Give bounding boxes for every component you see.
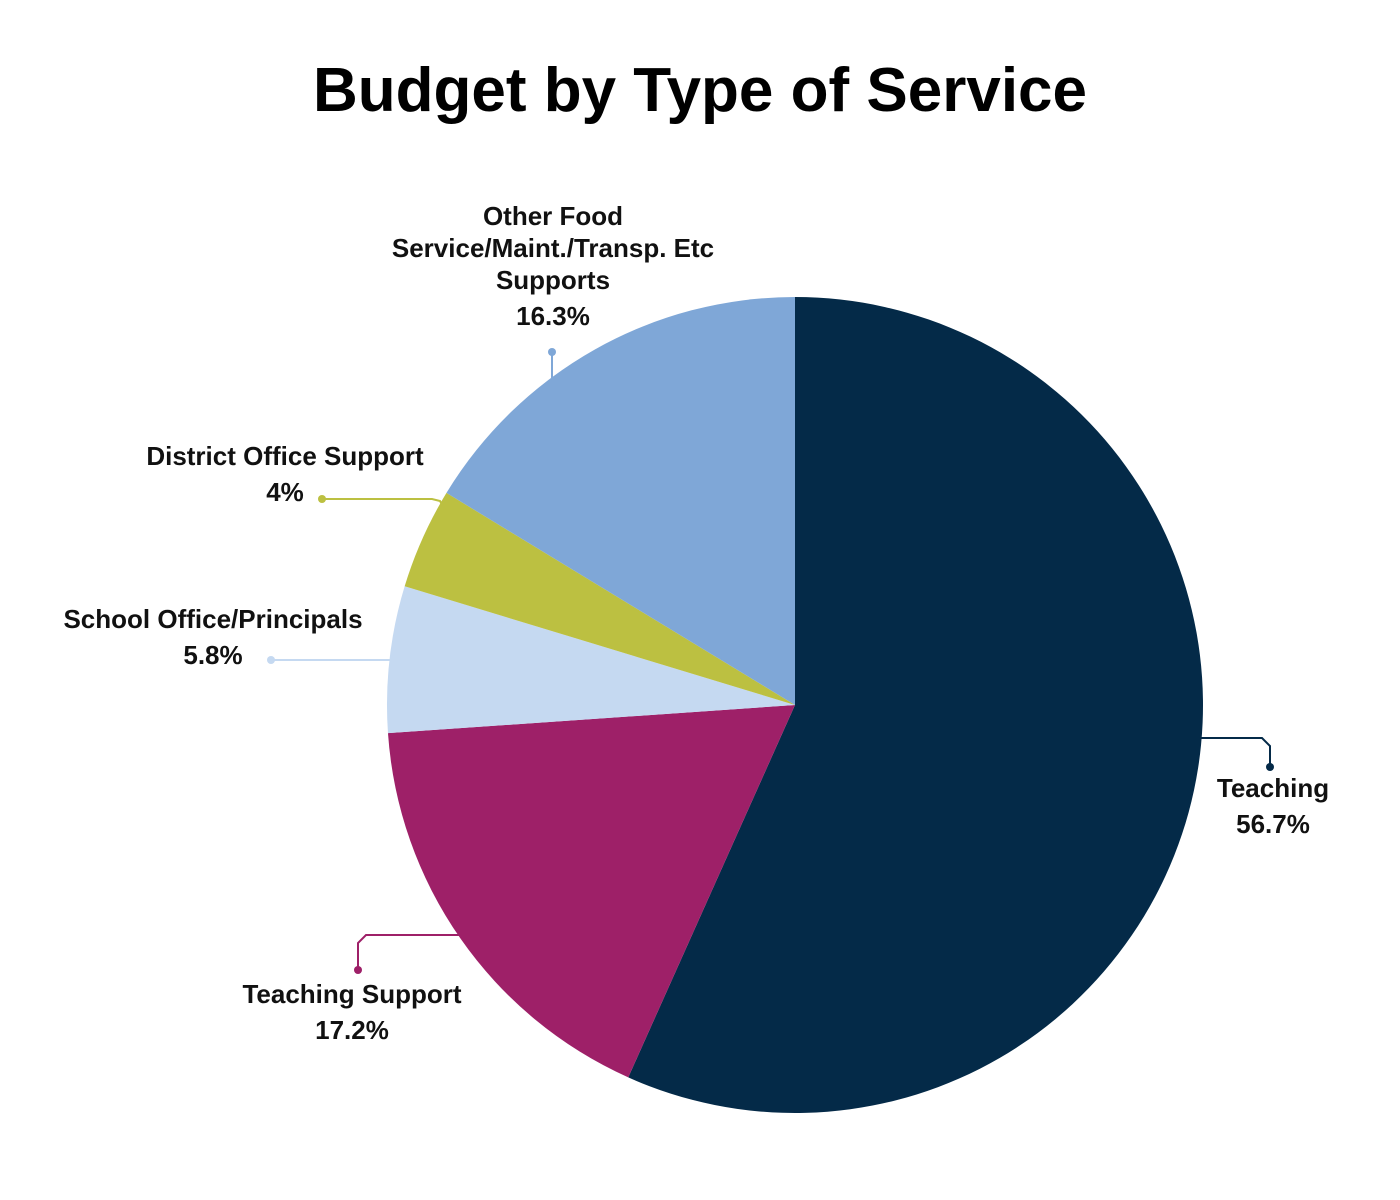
pie-slice bbox=[628, 297, 1203, 1113]
slice-label: Teaching 56.7% bbox=[1103, 772, 1400, 840]
slice-label: Teaching Support 17.2% bbox=[182, 978, 522, 1046]
chart-title: Budget by Type of Service bbox=[312, 56, 1088, 125]
value-label: 16.3% bbox=[516, 301, 590, 331]
category-label: District Office Support bbox=[146, 441, 424, 471]
leader-dot bbox=[354, 966, 362, 974]
category-label: Teaching bbox=[1216, 773, 1330, 803]
category-label: Teaching Support bbox=[242, 979, 462, 1009]
pie-slice bbox=[404, 492, 795, 705]
pie-slice bbox=[387, 586, 795, 734]
leader-dot bbox=[267, 656, 275, 664]
value-label: 56.7% bbox=[1236, 809, 1310, 839]
slice-label: Other Food Service/Maint./Transp. Etc Su… bbox=[383, 200, 723, 332]
leader-dot bbox=[548, 348, 556, 356]
category-label: Other Food Service/Maint./Transp. Etc Su… bbox=[391, 201, 715, 295]
slice-label: District Office Support 4% bbox=[115, 440, 455, 508]
value-label: 5.8% bbox=[183, 640, 243, 670]
pie-slice bbox=[387, 705, 795, 1078]
pie-slice bbox=[446, 297, 795, 705]
leader-line bbox=[357, 934, 460, 970]
value-label: 17.2% bbox=[315, 1015, 389, 1045]
category-label: School Office/Principals bbox=[63, 604, 363, 634]
leader-line bbox=[1200, 737, 1271, 767]
leader-dot bbox=[1266, 763, 1274, 771]
value-label: 4% bbox=[266, 477, 304, 507]
leader-dot bbox=[318, 495, 326, 503]
slice-label: School Office/Principals 5.8% bbox=[43, 603, 383, 671]
leader-line bbox=[322, 498, 446, 511]
